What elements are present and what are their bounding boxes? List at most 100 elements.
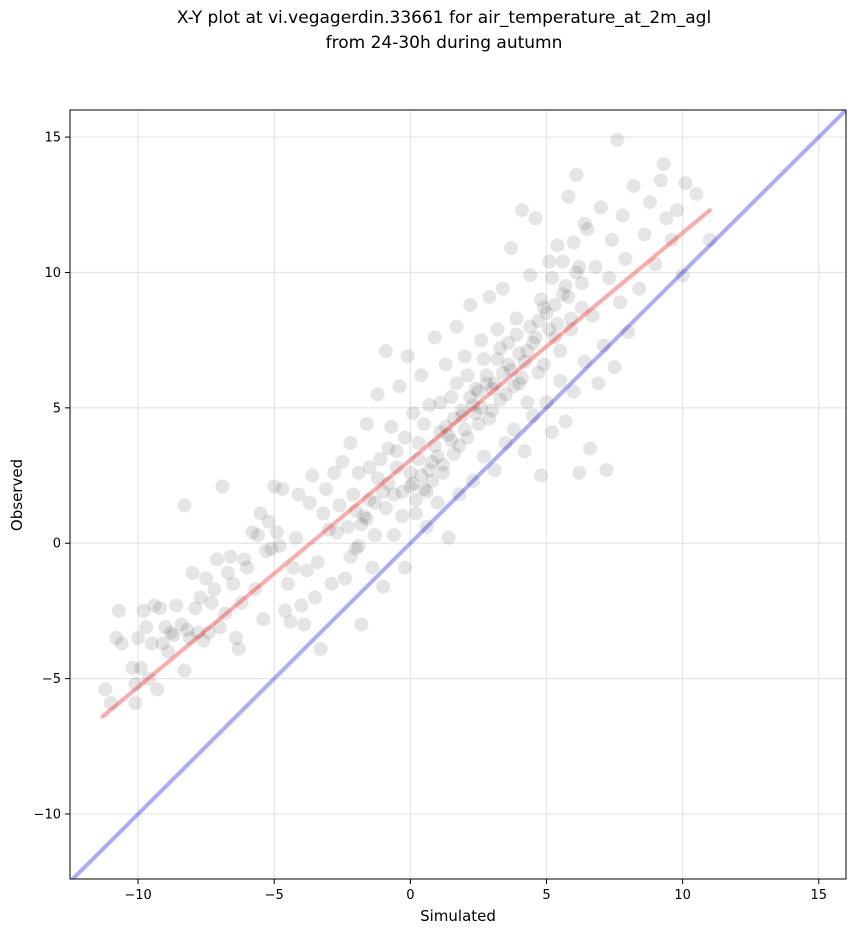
- scatter-point: [512, 376, 527, 391]
- scatter-point: [585, 308, 600, 323]
- scatter-point: [280, 576, 295, 591]
- scatter-point: [430, 495, 445, 510]
- scatter-point: [561, 189, 576, 204]
- scatter-point: [201, 625, 216, 640]
- scatter-point: [558, 414, 573, 429]
- scatter-point: [577, 354, 592, 369]
- scatter-point: [544, 270, 559, 285]
- scatter-point: [580, 222, 595, 237]
- scatter-point: [664, 232, 679, 247]
- scatter-point: [468, 381, 483, 396]
- scatter-point: [504, 241, 519, 256]
- scatter-point: [272, 538, 287, 553]
- scatter-point: [351, 465, 366, 480]
- scatter-point: [547, 297, 562, 312]
- scatter-point: [553, 373, 568, 388]
- scatter-point: [591, 376, 606, 391]
- scatter-point: [234, 595, 249, 610]
- scatter-point: [141, 671, 156, 686]
- scatter-point: [474, 333, 489, 348]
- scatter-point: [599, 463, 614, 478]
- scatter-point: [465, 473, 480, 488]
- scatter-point: [468, 406, 483, 421]
- scatter-point: [419, 484, 434, 499]
- scatter-point: [348, 503, 363, 518]
- scatter-point: [482, 289, 497, 304]
- scatter-point: [675, 268, 690, 283]
- scatter-point: [370, 387, 385, 402]
- x-tick-label: 10: [674, 888, 691, 903]
- scatter-point: [463, 297, 478, 312]
- scatter-point: [212, 620, 227, 635]
- scatter-point: [182, 631, 197, 646]
- scatter-point: [438, 357, 453, 372]
- scatter-point: [261, 514, 276, 529]
- scatter-point: [139, 620, 154, 635]
- scatter-point: [125, 660, 140, 675]
- scatter-point: [226, 576, 241, 591]
- scatter-point: [381, 476, 396, 491]
- scatter-point: [239, 560, 254, 575]
- scatter-point: [593, 200, 608, 215]
- scatter-point: [569, 265, 584, 280]
- scatter-point: [520, 395, 535, 410]
- scatter-point: [490, 352, 505, 367]
- scatter-point: [294, 598, 309, 613]
- scatter-point: [474, 400, 489, 415]
- scatter-point: [250, 528, 265, 543]
- scatter-point: [433, 395, 448, 410]
- x-tick-label: 0: [406, 888, 414, 903]
- scatter-point: [210, 552, 225, 567]
- scatter-point: [237, 552, 252, 567]
- scatter-point: [566, 384, 581, 399]
- scatter-point: [531, 365, 546, 380]
- scatter-point: [414, 368, 429, 383]
- scatter-point: [465, 398, 480, 413]
- scatter-point: [177, 498, 192, 513]
- scatter-point: [354, 517, 369, 532]
- scatter-point: [400, 349, 415, 364]
- scatter-point: [626, 178, 641, 193]
- scatter-point: [357, 509, 372, 524]
- scatter-point: [403, 479, 418, 494]
- scatter-point: [207, 582, 222, 597]
- scatter-point: [449, 319, 464, 334]
- scatter-point: [602, 270, 617, 285]
- scatter-point: [152, 601, 167, 616]
- scatter-point: [517, 354, 532, 369]
- scatter-point: [446, 411, 461, 426]
- plot-frame: [69, 109, 847, 880]
- scatter-point: [509, 311, 524, 326]
- x-tick-label: 15: [810, 888, 827, 903]
- scatter-point: [438, 419, 453, 434]
- scatter-point: [531, 314, 546, 329]
- scatter-point: [411, 452, 426, 467]
- scatter-point: [452, 487, 467, 502]
- y-tick-label: 5: [53, 401, 61, 416]
- scatter-point: [340, 519, 355, 534]
- scatter-point: [444, 390, 459, 405]
- scatter-point: [471, 384, 486, 399]
- scatter-point: [351, 538, 366, 553]
- scatter-point: [411, 436, 426, 451]
- scatter-point: [128, 677, 143, 692]
- scatter-point: [498, 387, 513, 402]
- scatter-point: [425, 455, 440, 470]
- scatter-point: [501, 335, 516, 350]
- scatter-point: [607, 360, 622, 375]
- scatter-point: [98, 682, 113, 697]
- scatter-point: [288, 530, 303, 545]
- scatter-point: [536, 300, 551, 315]
- scatter-point: [460, 368, 475, 383]
- scatter-point: [112, 603, 127, 618]
- scatter-point: [131, 631, 146, 646]
- scatter-point: [441, 427, 456, 442]
- scatter-point: [147, 598, 162, 613]
- scatter-point: [702, 232, 717, 247]
- y-tick-label: −5: [42, 672, 61, 687]
- scatter-point: [433, 425, 448, 440]
- scatter-point: [430, 449, 445, 464]
- scatter-point: [166, 628, 181, 643]
- scatter-point: [422, 398, 437, 413]
- scatter-point: [487, 463, 502, 478]
